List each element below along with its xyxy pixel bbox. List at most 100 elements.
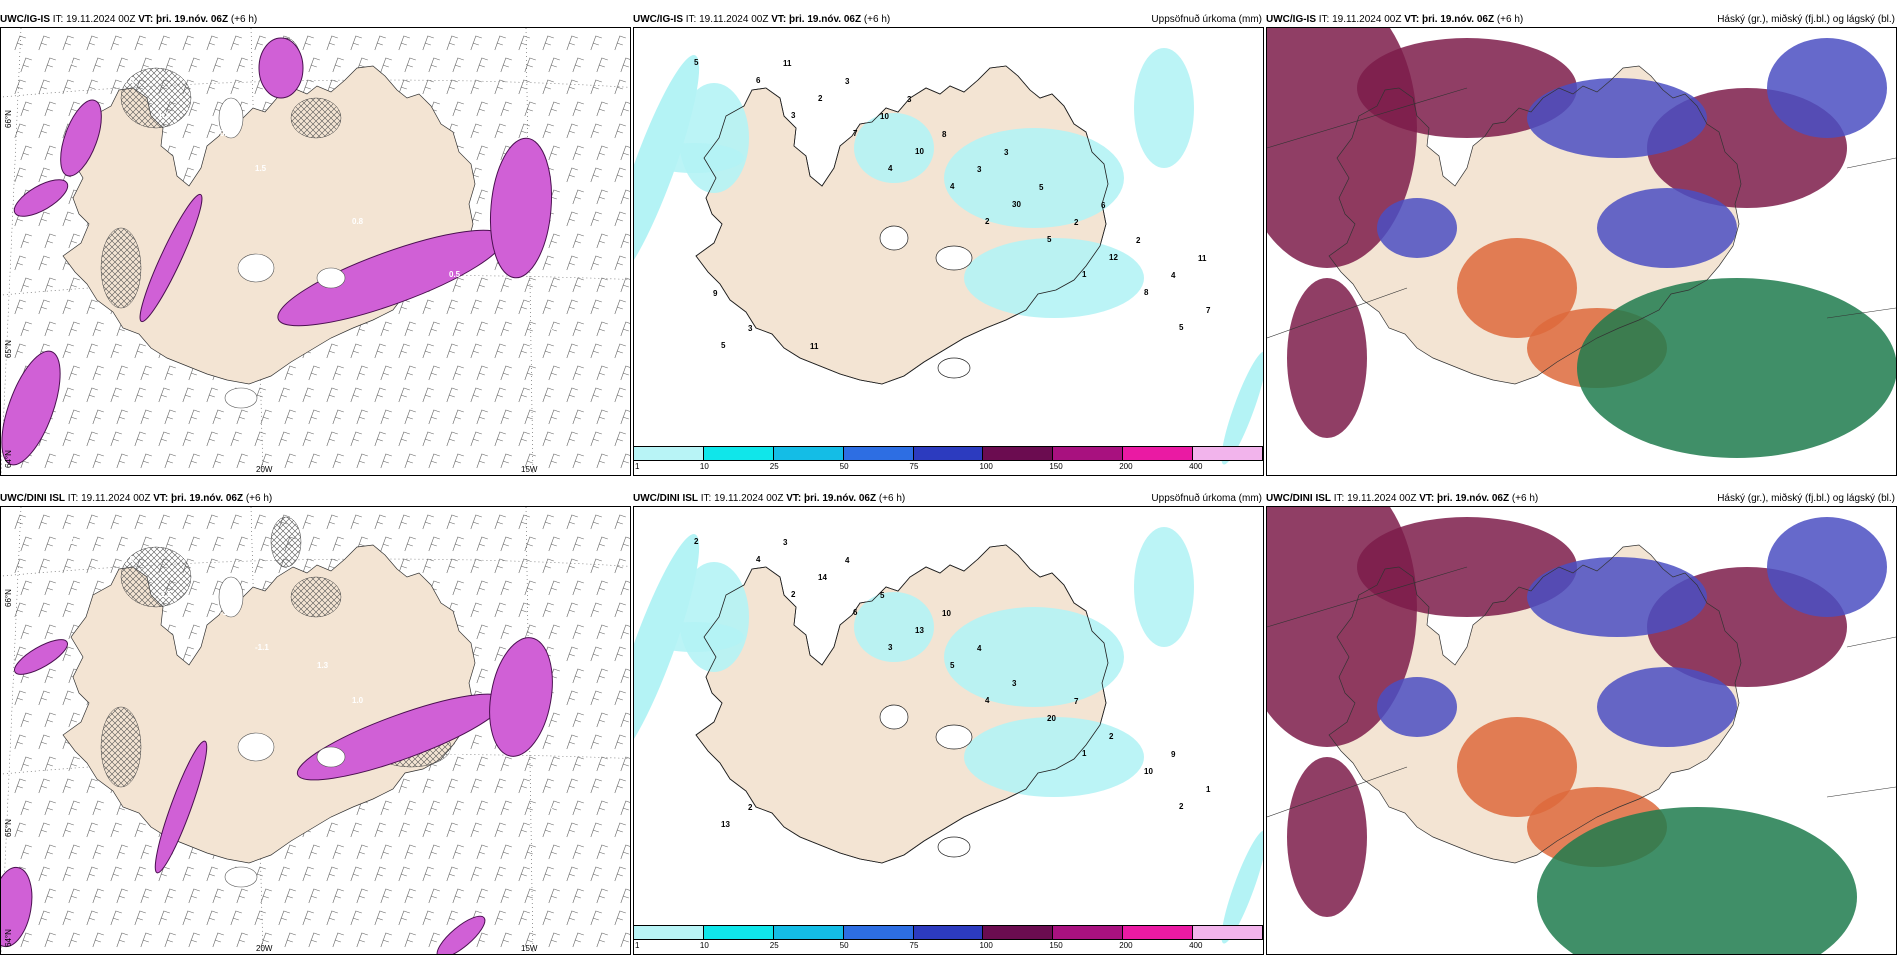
ice-band bbox=[154, 740, 208, 874]
value-label: 4 bbox=[1171, 271, 1176, 280]
value-label: 0.8 bbox=[352, 217, 364, 226]
value-label: 1 bbox=[1082, 749, 1087, 758]
model-name: UWC/DINI ISL bbox=[0, 493, 65, 504]
ice-band bbox=[13, 179, 69, 217]
colorbar-swatch bbox=[1123, 925, 1194, 940]
value-label: -1.2 bbox=[220, 608, 234, 617]
colorbar-swatch bbox=[1053, 446, 1124, 461]
colorbar-swatch bbox=[1193, 446, 1263, 461]
hatched-area bbox=[270, 516, 302, 568]
value-label: 2 bbox=[1179, 802, 1184, 811]
cloud-area bbox=[1597, 188, 1737, 268]
map-frame: 2 2 3 4 1 2 4 6 5 20 10 13 14 13 3 2 1 3 5 4 7 9 2 4 10 1 10 25 50 75… bbox=[633, 506, 1264, 955]
value-label: 2 bbox=[985, 217, 990, 226]
colorbar-tick: 10 bbox=[699, 941, 709, 950]
glacier bbox=[316, 267, 346, 289]
ice-band bbox=[14, 639, 68, 675]
colorbar-tick: 75 bbox=[909, 941, 919, 950]
panel-header: UWC/DINI ISL IT: 19.11.2024 00Z VT: þri.… bbox=[1266, 491, 1897, 506]
colorbar-tick: 100 bbox=[979, 941, 993, 950]
value-label: 5 bbox=[721, 341, 726, 350]
value-label: 1.1 bbox=[158, 111, 170, 120]
map-canvas bbox=[634, 28, 1263, 475]
colorbar-tick: 50 bbox=[839, 941, 849, 950]
value-label: 5 bbox=[880, 591, 885, 600]
value-label: 3 bbox=[783, 538, 788, 547]
value-label: 1.3 bbox=[317, 661, 329, 670]
cloud-area bbox=[1457, 238, 1577, 338]
colorbar-tick: 1 bbox=[635, 462, 640, 471]
colorbar-swatch bbox=[913, 446, 984, 461]
model-name: UWC/IG-IS bbox=[633, 14, 683, 25]
cloud-area bbox=[1537, 807, 1857, 954]
axis-label: 64°N bbox=[4, 450, 13, 468]
value-label: 7 bbox=[1074, 697, 1079, 706]
glacier bbox=[935, 245, 973, 271]
valid-time: þri. 19.nóv. 06Z bbox=[789, 14, 862, 25]
init-time: IT: 19.11.2024 00Z bbox=[67, 493, 151, 504]
value-label: 13 bbox=[721, 820, 730, 829]
value-label: 14 bbox=[818, 573, 827, 582]
value-label: -1.5 bbox=[158, 590, 172, 599]
value-label: 20 bbox=[1047, 714, 1056, 723]
value-label: 5 bbox=[1179, 323, 1184, 332]
colorbar-swatch bbox=[634, 925, 704, 940]
hatched-area bbox=[100, 706, 142, 788]
glacier bbox=[316, 746, 346, 768]
value-label: 2 bbox=[694, 537, 699, 546]
value-label: 10 bbox=[880, 112, 889, 121]
colorbar-tick: 150 bbox=[1049, 941, 1063, 950]
value-label: 3 bbox=[888, 643, 893, 652]
valid-time-label: VT: bbox=[1419, 493, 1435, 504]
axis-label: 64°N bbox=[4, 929, 13, 947]
axis-label: 20W bbox=[256, 944, 273, 953]
precip-area bbox=[1221, 351, 1263, 465]
lead-time: (+6 h) bbox=[1511, 493, 1539, 504]
cloud-area bbox=[1377, 677, 1457, 737]
cloud-area bbox=[1767, 38, 1887, 138]
valid-time-label: VT: bbox=[153, 493, 169, 504]
model-name: UWC/DINI ISL bbox=[633, 493, 698, 504]
value-label: 3 bbox=[1012, 679, 1017, 688]
value-label: 10 bbox=[915, 147, 924, 156]
value-label: 0.5 bbox=[449, 270, 461, 279]
panel-header: UWC/IG-IS IT: 19.11.2024 00Z VT: þri. 19… bbox=[633, 12, 1264, 27]
valid-time: þri. 19.nóv. 06Z bbox=[156, 14, 229, 25]
colorbar-tick: 200 bbox=[1119, 941, 1133, 950]
value-label: -1.1 bbox=[255, 643, 269, 652]
glacier bbox=[937, 836, 971, 858]
value-label: 1 bbox=[1206, 785, 1211, 794]
ice-band bbox=[60, 99, 102, 177]
value-label: 13 bbox=[915, 626, 924, 635]
value-label: 1 bbox=[1082, 270, 1087, 279]
map-panel-cloud-igis: UWC/IG-IS IT: 19.11.2024 00Z VT: þri. 19… bbox=[1266, 12, 1897, 478]
cloud-area bbox=[1527, 557, 1707, 637]
map-canvas bbox=[1267, 507, 1896, 954]
axis-label: 15W bbox=[521, 944, 538, 953]
glacier bbox=[237, 253, 275, 283]
cloud-area bbox=[1577, 278, 1896, 458]
colorbar-swatch bbox=[703, 925, 774, 940]
map-frame: 0.4 1.1 1.5 0.8 0.5 0.3 0.6 0.9 66°N 65°N 64°N 20W 1… bbox=[0, 27, 631, 476]
panel-header: UWC/DINI ISL IT: 19.11.2024 00Z VT: þri.… bbox=[633, 491, 1264, 506]
value-label: 0.9 bbox=[123, 555, 135, 564]
precip-area bbox=[854, 113, 934, 183]
colorbar-swatch bbox=[773, 446, 844, 461]
field-title: Uppsöfnuð úrkoma (mm) bbox=[1151, 493, 1262, 504]
value-label: 0.6 bbox=[449, 749, 461, 758]
glacier bbox=[937, 357, 971, 379]
lead-time: (+6 h) bbox=[878, 493, 906, 504]
field-title: Uppsöfnuð úrkoma (mm) bbox=[1151, 14, 1262, 25]
lead-time: (+6 h) bbox=[863, 14, 891, 25]
model-name: UWC/IG-IS bbox=[1266, 14, 1316, 25]
glacier bbox=[218, 576, 244, 618]
lead-time: (+6 h) bbox=[245, 493, 273, 504]
precip-area bbox=[944, 607, 1124, 707]
value-label: -1.2 bbox=[61, 537, 75, 546]
value-label: 3 bbox=[977, 165, 982, 174]
glacier bbox=[237, 732, 275, 762]
colorbar-swatch bbox=[983, 446, 1054, 461]
axis-label: 15W bbox=[521, 465, 538, 474]
init-time: IT: 19.11.2024 00Z bbox=[685, 14, 769, 25]
value-label: 3 bbox=[907, 95, 912, 104]
